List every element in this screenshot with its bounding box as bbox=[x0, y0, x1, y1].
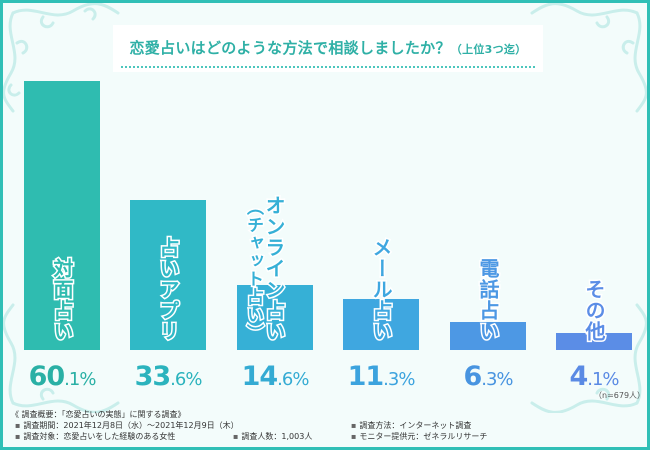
survey-method: ▪ 調査方法：インターネット調査 bbox=[351, 420, 471, 431]
corner-ornament-top-right-icon bbox=[530, 3, 647, 113]
survey-period-text: 調査期間：2021年12月8日（水）～2021年12月9日（木） bbox=[23, 421, 239, 430]
bar-3 bbox=[237, 285, 313, 350]
bullet-icon: ▪ bbox=[351, 432, 357, 441]
survey-target: ▪ 調査対象：恋愛占いをした経験のある女性 bbox=[15, 431, 175, 442]
bar-4 bbox=[343, 299, 419, 350]
bullet-icon: ▪ bbox=[15, 432, 21, 441]
survey-count: ▪ 調査人数：1,003人 bbox=[233, 431, 312, 442]
bar-label-line: オンライン占い bbox=[261, 194, 288, 344]
value-decimal: .3% bbox=[481, 369, 513, 390]
bar-value-label: 14.6% bbox=[225, 361, 325, 392]
value-decimal: .3% bbox=[383, 369, 415, 390]
chart-title-suffix: （上位3つ迄） bbox=[450, 43, 527, 56]
bar-1 bbox=[24, 81, 100, 350]
bar-value-label: 6.3% bbox=[438, 361, 538, 392]
title-box: 恋愛占いはどのような方法で相談しましたか？（上位3つ迄） bbox=[113, 25, 543, 72]
value-decimal: .1% bbox=[64, 369, 96, 390]
bar-value-label: 11.3% bbox=[331, 361, 431, 392]
sample-size-note: （n=679人） bbox=[594, 391, 646, 400]
bar-value-label: 33.6% bbox=[118, 361, 218, 392]
value-integer: 6 bbox=[463, 361, 482, 392]
bar-label: メール占い bbox=[368, 236, 395, 344]
value-decimal: .6% bbox=[170, 369, 202, 390]
bar-label: 電話占い bbox=[475, 257, 502, 344]
chart-title: 恋愛占いはどのような方法で相談しましたか？（上位3つ迄） bbox=[113, 37, 543, 58]
bar-2 bbox=[130, 200, 206, 350]
chart-title-text: 恋愛占いはどのような方法で相談しましたか？ bbox=[129, 39, 451, 57]
value-integer: 4 bbox=[569, 361, 588, 392]
survey-target-text: 調査対象：恋愛占いをした経験のある女性 bbox=[23, 432, 176, 441]
bar-label: 占いアプリ bbox=[155, 236, 182, 344]
bar-value-label: 60.1% bbox=[12, 361, 112, 392]
survey-provider: ▪ モニター提供元：ゼネラルリサーチ bbox=[351, 431, 487, 442]
value-integer: 14 bbox=[241, 361, 279, 392]
value-decimal: .1% bbox=[587, 369, 619, 390]
bar-value-label: 4.1% bbox=[544, 361, 644, 392]
bar-label: オンライン占い （チャット占い） bbox=[242, 194, 288, 344]
survey-count-text: 調査人数：1,003人 bbox=[241, 432, 313, 441]
title-dotted-divider bbox=[121, 66, 535, 68]
survey-method-text: 調査方法：インターネット調査 bbox=[359, 421, 472, 430]
bullet-icon: ▪ bbox=[15, 421, 21, 430]
value-integer: 33 bbox=[134, 361, 172, 392]
bullet-icon: ▪ bbox=[351, 421, 357, 430]
survey-heading: 《 調査概要：「恋愛占いの実態」に関する調査》 bbox=[11, 410, 186, 419]
value-integer: 60 bbox=[28, 361, 66, 392]
bar-label-line: （チャット占い） bbox=[242, 197, 265, 344]
survey-summary: 《 調査概要：「恋愛占いの実態」に関する調査》 ▪ 調査期間：2021年12月8日… bbox=[11, 409, 639, 442]
bar-6 bbox=[556, 333, 632, 350]
survey-provider-text: モニター提供元：ゼネラルリサーチ bbox=[359, 432, 488, 441]
bullet-icon: ▪ bbox=[233, 432, 239, 441]
bar-5 bbox=[450, 322, 526, 350]
survey-period: ▪ 調査期間：2021年12月8日（水）～2021年12月9日（木） bbox=[15, 420, 239, 431]
value-decimal: .6% bbox=[277, 369, 309, 390]
bar-label: 対面占い bbox=[49, 257, 76, 344]
value-integer: 11 bbox=[347, 361, 385, 392]
bar-label: その他 bbox=[581, 278, 608, 344]
